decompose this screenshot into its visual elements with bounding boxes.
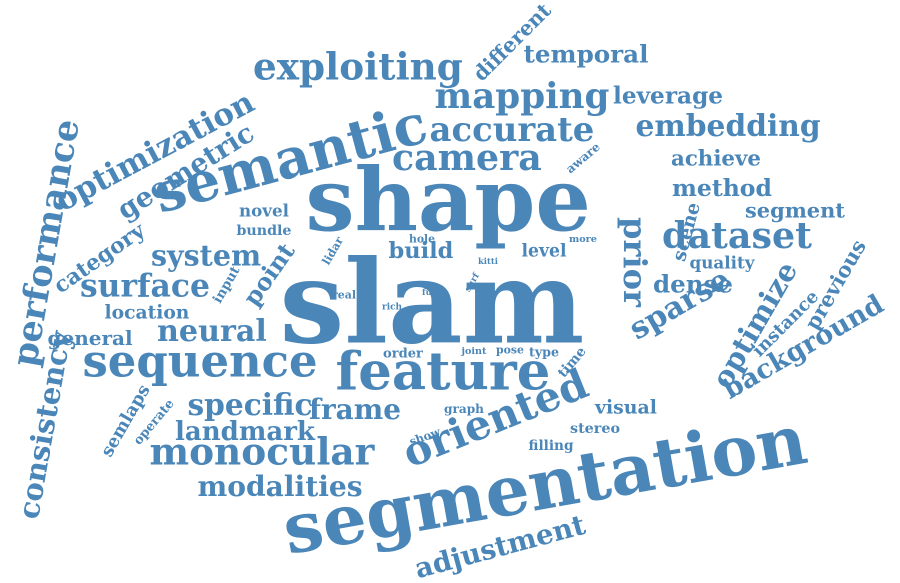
word-stereo: stereo <box>570 421 621 437</box>
word-sequence: sequence <box>82 334 318 388</box>
word-joint: joint <box>461 346 487 357</box>
word-order: order <box>383 346 423 362</box>
word-segment: segment <box>745 197 845 223</box>
word-accurate: accurate <box>429 109 595 149</box>
word-embedding: embedding <box>635 109 821 144</box>
word-surface: surface <box>80 268 210 305</box>
word-filling: filling <box>528 438 574 454</box>
word-type: type <box>529 344 559 360</box>
word-general: general <box>47 326 133 350</box>
word-feature: feature <box>335 340 551 403</box>
word-dense: dense <box>653 269 734 299</box>
word-leverage: leverage <box>613 82 724 110</box>
word-temporal: temporal <box>523 39 649 69</box>
word-real: real <box>332 288 356 302</box>
word-hole: hole <box>409 232 435 246</box>
word-quality: quality <box>689 252 755 273</box>
word-kitti: kitti <box>478 256 498 266</box>
word-frame: frame <box>309 393 401 426</box>
word-pose: pose <box>496 343 524 357</box>
word-graph: graph <box>444 402 484 416</box>
word-bundle: bundle <box>236 223 292 239</box>
word-landmark: landmark <box>175 417 315 447</box>
word-mapping: mapping <box>434 76 610 117</box>
word-achieve: achieve <box>671 146 761 172</box>
word-camera: camera <box>392 136 542 179</box>
word-prior: prior <box>616 217 654 307</box>
word-specific: specific <box>187 387 313 422</box>
word-location: location <box>104 301 190 324</box>
word-more: more <box>569 234 597 245</box>
word-shape: shape <box>305 148 591 252</box>
word-neural: neural <box>157 314 267 349</box>
word-build: build <box>388 238 454 264</box>
word-exploiting: exploiting <box>253 44 463 89</box>
word-dataset: dataset <box>662 214 812 257</box>
word-method: method <box>672 174 772 202</box>
word-full: full <box>422 287 438 297</box>
word-monocular: monocular <box>149 429 375 474</box>
word-modalities: modalities <box>197 470 363 503</box>
word-visual: visual <box>595 396 657 419</box>
word-system: system <box>151 238 262 273</box>
word-level: level <box>521 241 567 262</box>
word-rich: rich <box>382 302 403 313</box>
word-slam: slam <box>279 235 585 371</box>
word-novel: novel <box>239 200 289 221</box>
